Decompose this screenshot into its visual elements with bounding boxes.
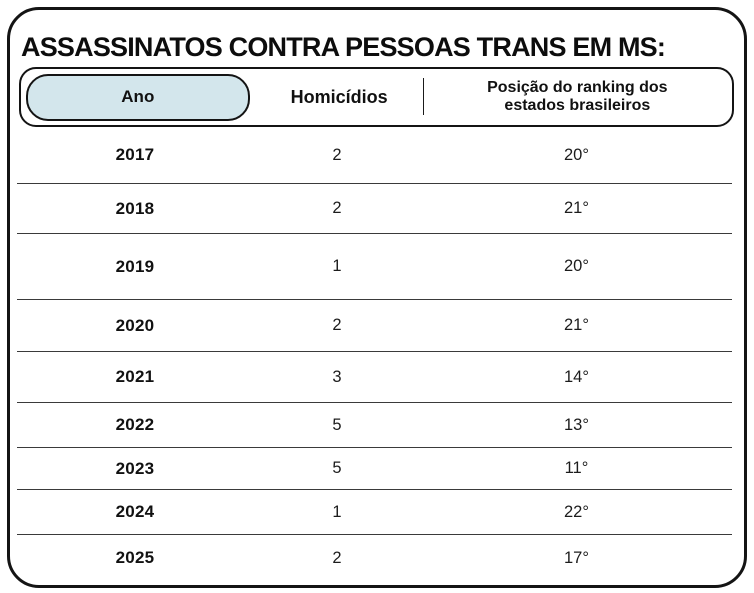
header-posicao-line2: estados brasileiros	[504, 97, 651, 114]
ranking-cell: 22°	[563, 502, 589, 521]
ranking-cell: 11°	[564, 459, 589, 477]
table-row: 2024 1 22°	[17, 489, 732, 534]
table-body: 2017 2 20° 2018 2 21° 2019 1 20° 2020 2 …	[17, 127, 732, 581]
ranking-cell: 20°	[563, 145, 589, 164]
year-cell: 2020	[115, 315, 155, 335]
year-cell: 2023	[115, 458, 155, 478]
year-cell: 2025	[115, 548, 155, 567]
homicides-cell: 2	[332, 548, 342, 567]
ranking-cell: 21°	[563, 316, 589, 334]
header-cell-homicidios: Homicídios	[290, 86, 388, 107]
homicides-cell: 5	[332, 459, 342, 477]
ano-pill: Ano	[26, 73, 250, 121]
header-cell-ano: Ano	[21, 69, 256, 125]
ranking-cell: 21°	[563, 199, 589, 217]
year-cell: 2024	[115, 502, 155, 521]
ranking-cell: 14°	[563, 367, 589, 386]
year-cell: 2018	[115, 198, 155, 218]
table-row: 2017 2 20°	[17, 127, 732, 183]
table-row: 2023 5 11°	[17, 447, 732, 489]
homicides-cell: 2	[332, 145, 342, 164]
year-cell: 2017	[115, 145, 155, 164]
ranking-cell: 20°	[563, 257, 589, 275]
table-row: 2025 2 17°	[17, 534, 732, 581]
infographic-card: ASSASSINATOS CONTRA PESSOAS TRANS EM MS:…	[7, 7, 747, 588]
table-row: 2021 3 14°	[17, 351, 732, 402]
year-cell: 2021	[115, 367, 155, 386]
homicides-cell: 1	[332, 502, 342, 521]
year-cell: 2019	[115, 256, 155, 276]
table-row: 2020 2 21°	[17, 299, 732, 351]
table-row: 2022 5 13°	[17, 402, 732, 447]
table-row: 2018 2 21°	[17, 183, 732, 233]
header-cell-posicao: Posição do ranking dos estados brasileir…	[423, 79, 732, 116]
ranking-cell: 13°	[563, 415, 589, 434]
header-posicao-line1: Posição do ranking dos	[487, 78, 668, 96]
homicides-cell: 1	[332, 257, 342, 275]
homicides-cell: 3	[332, 367, 342, 386]
header-column-divider	[422, 78, 425, 115]
ranking-cell: 17°	[563, 548, 589, 567]
year-cell: 2022	[115, 415, 155, 434]
table-header: Ano Homicídios Posição do ranking dos es…	[19, 67, 734, 127]
homicides-cell: 2	[332, 199, 342, 217]
homicides-cell: 2	[332, 316, 342, 334]
table-row: 2019 1 20°	[17, 233, 732, 299]
page-title: ASSASSINATOS CONTRA PESSOAS TRANS EM MS:	[21, 32, 666, 62]
homicides-cell: 5	[332, 415, 342, 434]
